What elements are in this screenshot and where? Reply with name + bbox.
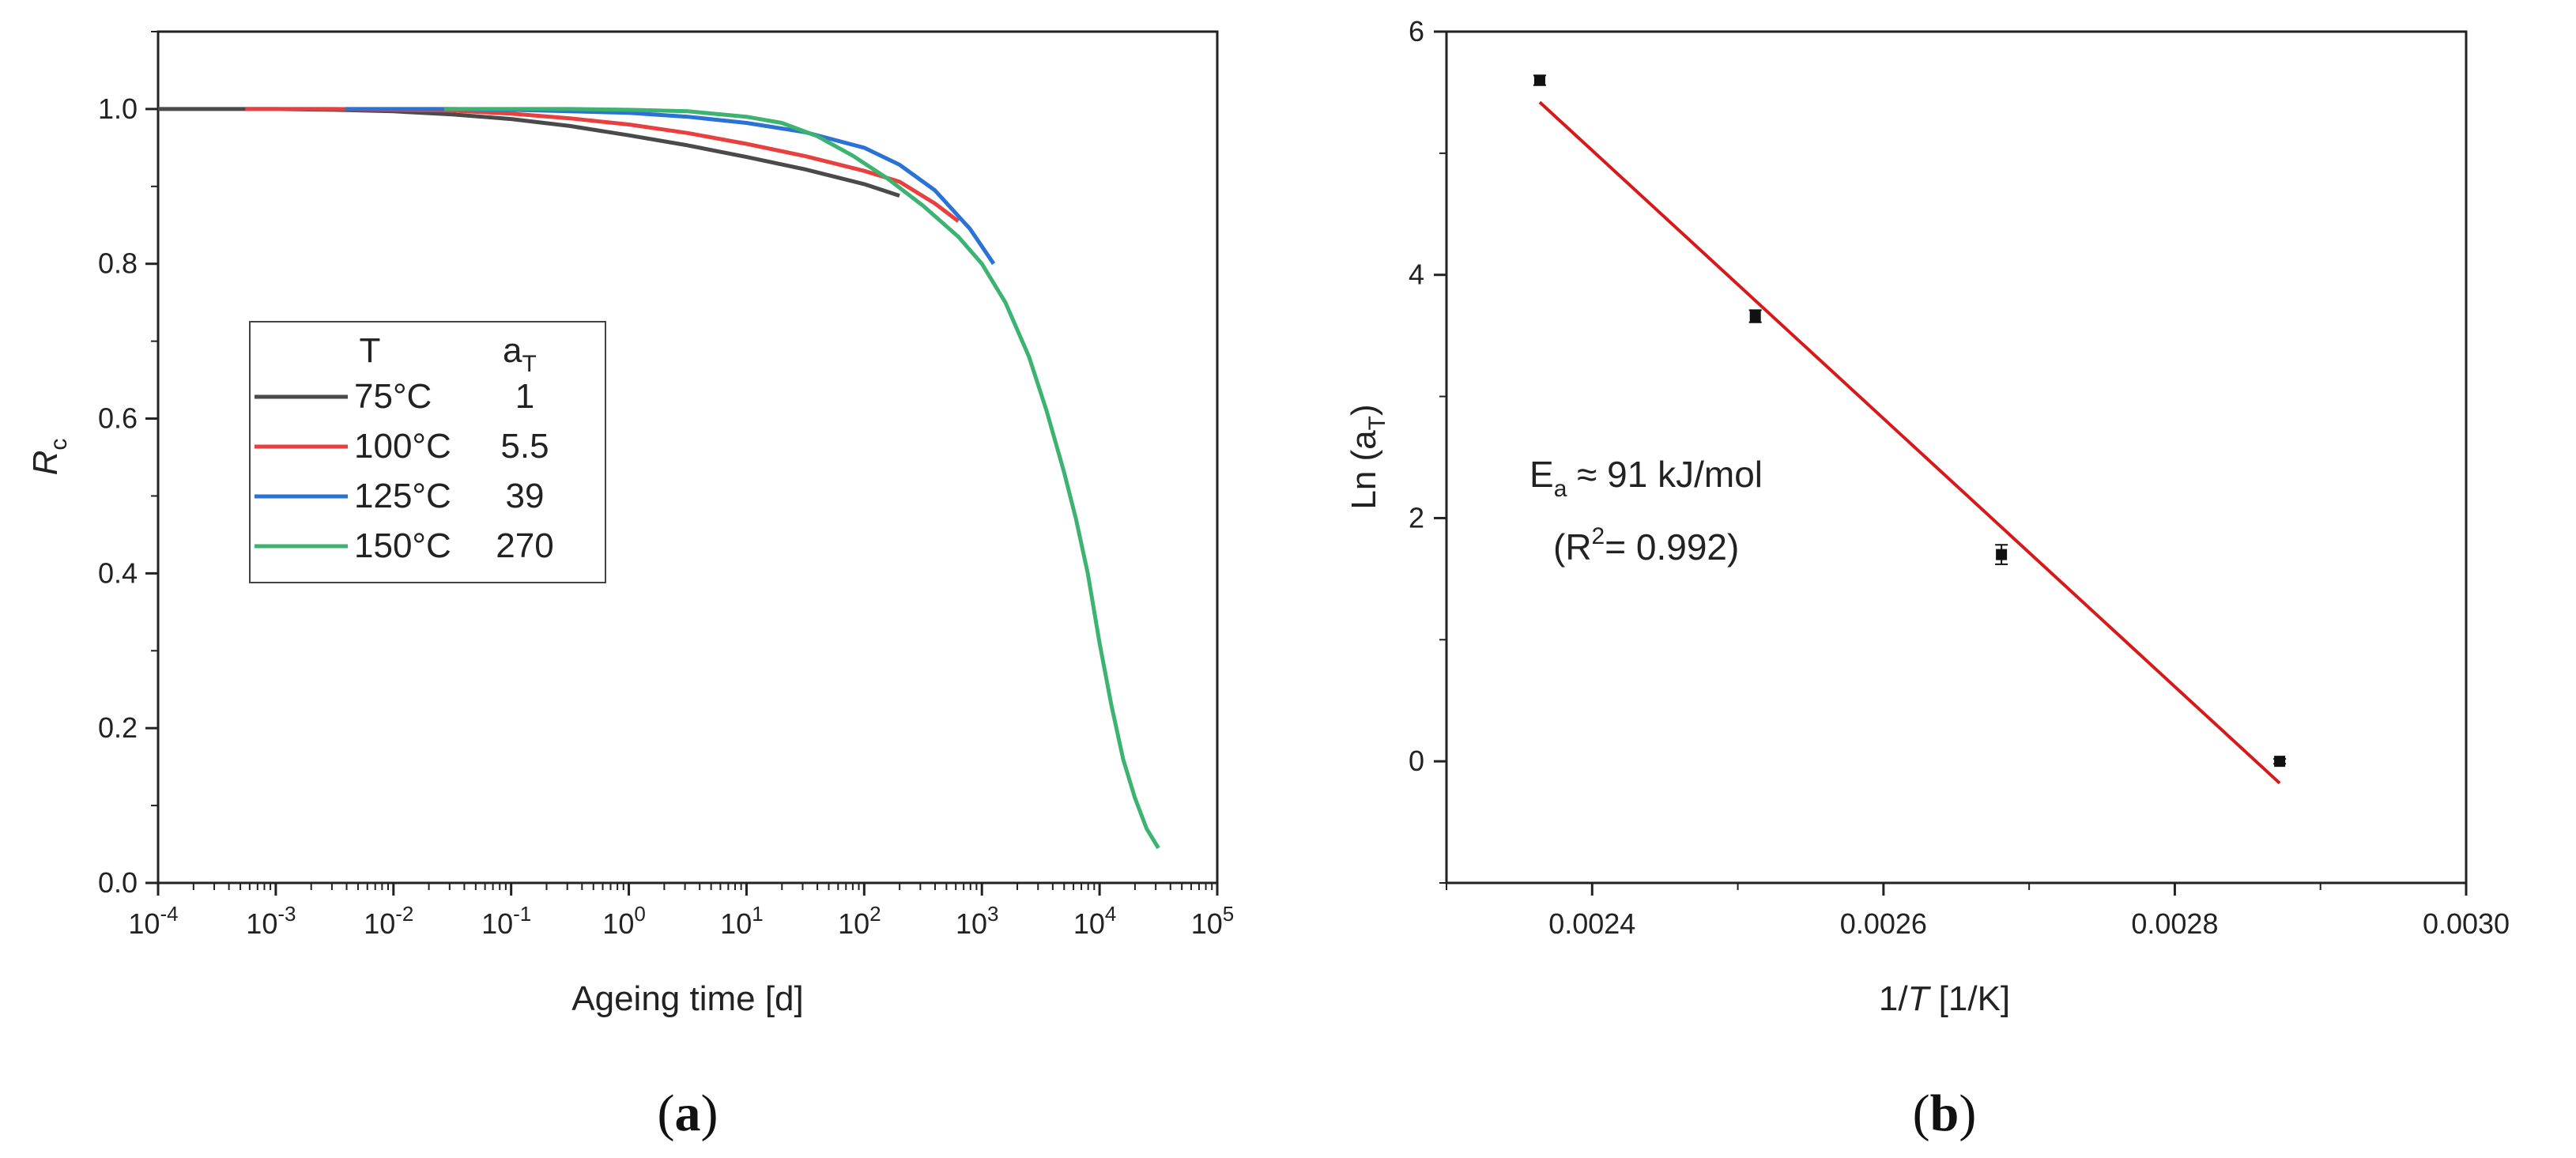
data-point [1995,544,2008,565]
chart-a-xtick-label: 105 [1191,902,1235,940]
legend-label: 100°C [354,427,451,466]
legend-at-value: 5.5 [500,427,549,466]
chart-b-fit [1538,100,2281,785]
chart-a-xtick-label: 10-1 [481,902,531,940]
chart-b-xtick-label: 0.0026 [1840,907,1927,940]
chart-a-xtick-label: 103 [956,902,999,940]
legend-label: 75°C [354,377,432,416]
chart-b-xlabel: 1/T [1/K] [1879,979,2010,1018]
legend-at-value: 270 [496,526,553,565]
chart-b-xtick-label: 0.0028 [2131,907,2218,940]
chart-b-xtick-label: 0.0030 [2423,907,2510,940]
chart-a-ytick-label: 0.4 [98,556,138,589]
panel-label-b: (b) [1913,1084,1977,1142]
chart-a-xtick-label: 101 [720,902,764,940]
data-point [1533,74,1546,86]
chart-b-points [1533,74,2287,768]
chart-b-annotation-ea: Ea ≈ 91 kJ/mol [1529,454,1763,502]
chart-b-ticks: 0.0024 0.0026 0.0028 0.0030 0 2 4 6 [1409,15,2510,940]
chart-a-ytick-label: 0.8 [98,247,138,280]
chart-a-xtick-label: 104 [1073,902,1117,940]
chart-b-annotation-r2: (R2= 0.992) [1553,523,1739,568]
chart-b: 0.0024 0.0026 0.0028 0.0030 0 2 4 6 Ln (aT) 1/T… [1345,15,2510,1018]
chart-a-xtick-label: 10-4 [128,902,178,940]
chart-a-ytick-label: 0.2 [98,711,138,744]
chart-b-ytick-label: 2 [1409,501,1424,534]
data-point [2273,756,2287,768]
legend-label: 125°C [354,477,451,515]
chart-a-ylabel: Rc [26,439,72,476]
panel-label-a: (a) [658,1084,718,1142]
series-line-150c [443,107,1160,850]
chart-a-ytick-label: 1.0 [98,92,138,125]
chart-a-plot-frame [157,30,1219,885]
chart-b-ylabel: Ln (aT) [1345,404,1390,509]
chart-a-xlabel: Ageing time [d] [571,979,804,1018]
chart-a-series [158,107,1160,850]
chart-a-xtick-label: 102 [838,902,881,940]
chart-a-ytick-label: 0.0 [98,866,138,899]
chart-b-xtick-label: 0.0024 [1548,907,1635,940]
chart-b-ytick-label: 0 [1409,745,1424,777]
chart-a-ticks: 10-4 10-3 10-2 10-1 100 101 102 103 104 105 0.0 0.2… [98,31,1235,940]
series-line-100c [245,107,960,223]
chart-b-ytick-label: 4 [1409,258,1424,291]
legend-label: 150°C [354,526,451,565]
chart-a-ytick-label: 0.6 [98,402,138,435]
data-point [1748,309,1762,323]
legend-header-at: aT [503,331,537,377]
chart-a-xtick-label: 100 [602,902,646,940]
chart-b-ytick-label: 6 [1409,15,1424,47]
chart-a-xtick-label: 10-3 [246,902,296,940]
chart-a-xtick-label: 10-2 [364,902,413,940]
chart-a-legend: T aT 75°C 1 100°C 5.5 125°C 39 150°C 270 [249,321,606,583]
legend-box [249,321,606,583]
chart-a: 10-4 10-3 10-2 10-1 100 101 102 103 104 105 0.0 0.2… [26,30,1235,1018]
legend-at-value: 39 [506,477,545,515]
legend-at-value: 1 [515,377,534,416]
fit-line [1538,100,2281,785]
legend-header-t: T [360,331,381,370]
chart-b-plot-frame [1445,30,2468,885]
